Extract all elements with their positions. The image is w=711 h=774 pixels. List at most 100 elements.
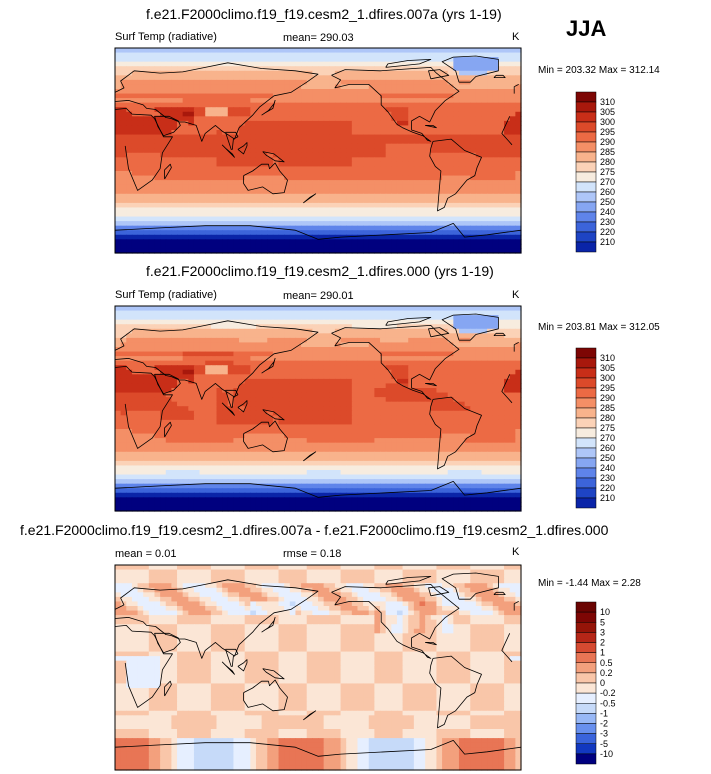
field-cell [267,342,274,348]
field-cell [458,225,466,231]
field-cell [193,79,201,86]
field-cell [430,225,438,231]
field-cell [115,152,122,158]
field-cell [402,166,409,172]
field-cell [148,243,156,250]
field-cell [210,125,218,131]
field-cell [120,171,127,177]
field-cell [267,351,274,357]
field-cell [289,143,297,149]
field-cell [357,397,364,403]
field-cell [346,75,353,81]
field-cell [177,347,184,353]
field-cell [216,48,223,54]
field-cell [492,189,500,195]
field-cell [329,374,336,380]
field-cell [498,207,505,213]
field-cell [131,93,139,99]
field-cell [255,66,263,72]
field-cell [267,120,274,127]
field-cell [160,139,167,145]
field-cell [210,230,218,236]
map-frame [114,47,522,254]
field-cell [351,310,359,316]
field-cell [425,193,432,199]
field-cell [464,116,471,122]
field-cell [408,107,415,113]
field-cell [351,166,359,172]
field-cell [374,120,381,127]
field-cell [442,342,449,348]
field-cell [380,360,387,366]
field-cell [385,171,392,177]
field-cell [464,70,471,76]
field-cell [120,143,127,149]
field-cell [374,111,381,117]
field-cell [160,143,167,149]
field-cell [137,139,144,145]
field-cell [470,374,477,380]
field-cell [419,157,426,163]
field-cell [442,378,449,385]
field-cell [216,248,223,254]
field-cell [357,143,364,149]
field-cell [340,120,347,127]
field-cell [430,98,438,104]
field-cell [374,125,381,131]
field-cell [182,239,189,245]
field-cell [301,107,308,113]
field-cell [126,216,133,222]
field-cell [272,61,280,67]
field-cell [289,365,297,371]
field-cell [137,356,144,362]
field-cell [385,89,392,95]
field-cell [278,306,285,312]
field-cell [363,48,370,54]
colorbar-label: 220 [600,227,615,237]
field-cell [402,202,409,209]
field-cell [193,392,201,398]
field-cell [165,180,172,186]
field-cell [255,383,263,389]
field-cell [368,324,375,330]
field-cell [380,230,387,236]
field-cell [430,365,438,371]
field-cell [160,84,167,90]
field-cell [334,397,342,403]
field-cell [188,48,195,54]
field-cell [205,392,212,398]
field-cell [306,383,313,389]
field-cell [205,93,212,99]
field-cell [278,184,285,190]
field-cell [453,212,460,218]
field-cell [267,319,274,325]
field-cell [425,207,432,213]
field-cell [126,365,133,371]
field-cell [323,401,330,407]
field-cell [182,310,189,316]
field-cell [165,116,172,122]
field-cell [453,347,460,353]
field-cell [284,234,291,240]
field-cell [306,333,313,339]
field-cell [295,116,302,122]
field-cell [278,360,285,366]
field-cell [430,360,438,366]
field-cell [227,125,235,131]
field-cell [255,406,263,412]
field-cell [199,193,206,199]
field-cell [351,383,359,389]
field-cell [430,234,438,240]
field-cell [278,383,285,389]
field-cell [126,230,133,236]
field-cell [396,360,404,366]
field-cell [504,356,511,362]
field-cell [391,57,398,63]
field-cell [295,171,302,177]
field-cell [464,93,471,99]
field-cell [498,171,505,177]
field-cell [515,116,522,122]
field-cell [199,180,206,186]
field-cell [430,148,438,154]
field-cell [447,189,454,195]
